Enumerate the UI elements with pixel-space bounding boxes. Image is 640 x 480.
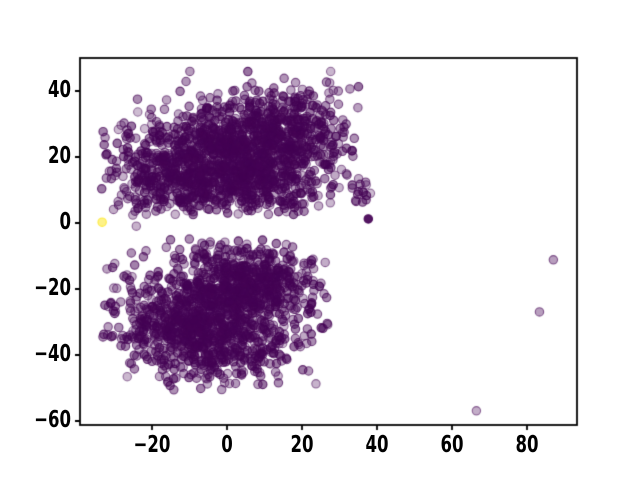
- y-tick-label: 40: [47, 77, 71, 104]
- x-tick-label: −20: [133, 432, 171, 458]
- y-tick-label: −60: [34, 407, 71, 434]
- y-tick-label: 0: [59, 209, 71, 236]
- x-tick-label: 40: [365, 432, 389, 458]
- y-tick-label: −20: [34, 275, 71, 302]
- y-tick-label: −40: [34, 341, 71, 368]
- x-tick-label: 80: [515, 432, 539, 458]
- y-tick-label: 20: [47, 143, 71, 170]
- x-tick-label: 60: [440, 432, 464, 458]
- x-tick-label: 0: [221, 432, 233, 458]
- x-tick-label: 20: [290, 432, 314, 458]
